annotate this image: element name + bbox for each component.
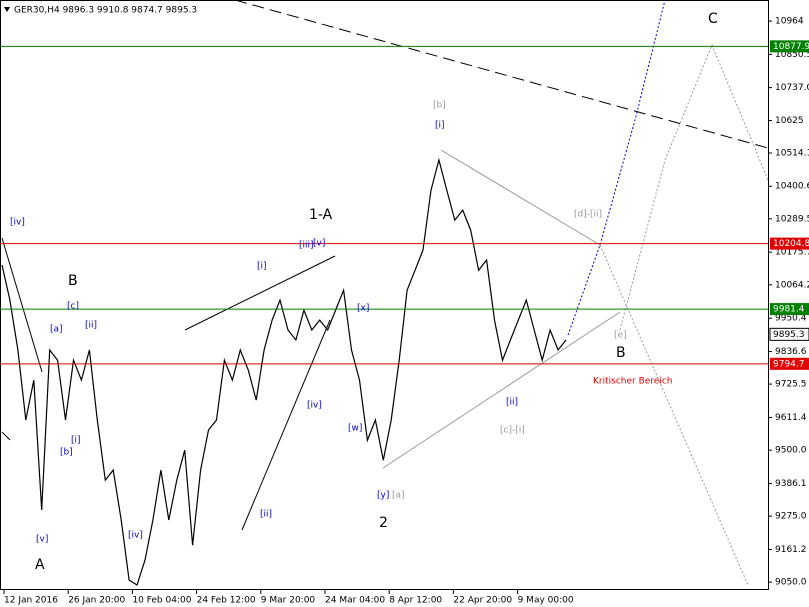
wave-label: [b] [60,448,73,458]
wave-label: 1-A [309,207,333,223]
plot-frame [0,0,769,590]
y-tick-label: 9611.4 [775,413,807,423]
x-tick-label: 24 Mar 04:00 [325,596,385,606]
projection [599,244,749,586]
wave-label: [ii] [85,321,97,331]
y-tick-label: 9836.6 [775,347,807,357]
wave-label: C [708,11,718,27]
wave-label: B [68,273,78,289]
wave-label: [x] [357,304,369,314]
trend-lines [1,0,769,586]
trend-line [241,319,331,531]
y-tick-label: 10737.0 [775,83,809,93]
y-tick-label: 10850.5 [775,50,809,60]
wave-label: [iv] [128,531,143,541]
projection [619,43,769,331]
trend-line [184,255,336,331]
wave-label: [a] [50,325,63,335]
level-label: 10877.9 [773,42,809,52]
x-tick-label: 24 Feb 12:00 [197,596,256,606]
wave-label: B [616,345,626,361]
wave-label: [w] [348,424,362,434]
wave-label: [v] [313,239,325,249]
wave-label: [ii] [506,398,518,408]
y-tick-label: 10514.1 [775,148,809,158]
level-label: 9981.4 [773,305,805,315]
wave-label: A [35,557,45,573]
trend-line [382,311,621,469]
y-tick-label: 10064.2 [775,280,809,290]
wave-label: [i] [435,121,445,131]
y-tick-label: 9386.1 [775,479,807,489]
y-tick-label: 10175.7 [775,248,809,258]
price-line [1,157,567,586]
level-label: 9794.7 [773,359,805,369]
wave-label: [y] [377,491,389,501]
x-tick-label: 9 May 00:00 [518,596,574,606]
x-tick-label: 22 Apr 20:00 [453,596,512,606]
wave-label: [b] [433,101,446,111]
wave-label: 2 [379,515,388,531]
last-price-label: 9895.3 [773,330,805,340]
y-tick-label: 10625 [775,116,804,126]
wave-label: [v] [36,535,48,545]
level-tag [770,237,809,250]
x-tick-label: 10 Feb 04:00 [132,596,191,606]
trend-line [440,149,601,246]
trend-line [1,431,11,441]
x-tick-label: 9 Mar 20:00 [261,596,316,606]
level-label: 10204.8 [773,239,809,249]
trend-line [1,237,43,373]
last-price-tag [769,327,809,341]
chart-title: GER30,H4 9896.3 9910.8 9874.7 9895.3 [14,6,197,16]
y-tick-label: 9275.0 [775,512,807,522]
wave-label: [c] [67,302,79,312]
wave-label: [d]-[ii] [574,210,602,220]
y-tick-label: 10400.6 [775,182,809,192]
wave-label: [a] [392,491,405,501]
x-tick-label: 12 Jan 2016 [4,596,58,606]
wave-label: [e] [614,331,627,341]
wave-label: [i] [71,436,81,446]
level-tag [770,303,809,316]
projection [567,0,666,336]
wave-label: [c]-[i] [500,426,525,436]
level-tag [770,40,809,53]
y-tick-label: 10964 [775,17,804,27]
y-tick-label: 9161.2 [775,545,807,555]
y-tick-label: 10289.5 [775,214,809,224]
x-tick-label: 8 Apr 12:00 [389,596,442,606]
y-tick-label: 9050.0 [775,578,807,588]
y-tick-label: 9950.4 [775,314,807,324]
wave-label: Kritischer Bereich [593,377,672,387]
wave-label: [ii] [260,510,272,520]
wave-label: [i] [257,262,267,272]
title-arrow [4,7,10,12]
x-tick-label: 26 Jan 20:00 [68,596,125,606]
wave-label: [iii] [299,241,314,251]
trend-line [234,0,769,149]
y-tick-label: 9725.5 [775,380,807,390]
wave-label: [iv] [10,218,25,228]
y-tick-label: 9500.0 [775,446,807,456]
level-tag [770,357,809,370]
wave-label: [iv] [307,401,322,411]
